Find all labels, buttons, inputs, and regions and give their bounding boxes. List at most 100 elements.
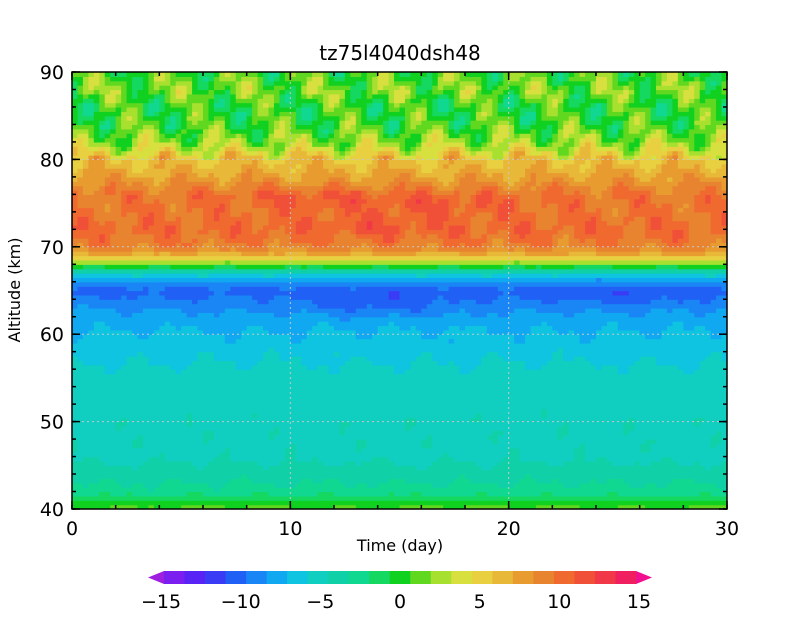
heatmap-cell — [557, 434, 564, 440]
heatmap-cell — [88, 128, 95, 134]
heatmap-cell — [312, 194, 324, 200]
heatmap-cell — [257, 80, 264, 86]
heatmap-cell — [186, 189, 199, 195]
heatmap-cell — [530, 120, 537, 126]
heatmap-cell — [437, 198, 450, 204]
heatmap-cell — [213, 238, 226, 244]
heatmap-cell — [497, 207, 515, 213]
heatmap-cell — [132, 137, 139, 143]
heatmap-cell — [448, 102, 455, 108]
heatmap-cell — [241, 146, 248, 152]
heatmap-cell — [175, 120, 182, 126]
heatmap-cell — [104, 120, 111, 126]
heatmap-cell — [148, 286, 166, 292]
heatmap-cell — [475, 299, 493, 305]
heatmap-cell — [159, 181, 171, 187]
heatmap-cell — [77, 338, 226, 344]
heatmap-cell — [399, 102, 428, 108]
heatmap-cell — [339, 430, 346, 436]
heatmap-cell — [263, 159, 286, 165]
heatmap-cell — [334, 504, 357, 509]
heatmap-cell — [541, 111, 548, 117]
heatmap-cell — [88, 133, 95, 139]
heatmap-cell — [72, 417, 122, 423]
heatmap-cell — [432, 141, 466, 147]
heatmap-cell — [72, 342, 727, 348]
heatmap-cell — [541, 85, 548, 91]
heatmap-cell — [601, 211, 613, 217]
heatmap-cell — [203, 111, 210, 117]
heatmap-cell — [585, 111, 592, 117]
heatmap-cell — [279, 211, 291, 217]
heatmap-cell — [334, 491, 390, 497]
heatmap-cell — [579, 168, 586, 174]
heatmap-cell — [268, 299, 313, 305]
heatmap-cell — [142, 168, 171, 174]
heatmap-cell — [454, 120, 466, 126]
heatmap-cell — [110, 203, 122, 209]
heatmap-cell — [459, 155, 466, 160]
heatmap-cell — [383, 128, 390, 134]
heatmap-cell — [415, 141, 422, 147]
heatmap-cell — [448, 163, 466, 169]
heatmap-cell — [443, 72, 455, 77]
heatmap-cell — [486, 312, 499, 318]
heatmap-cell — [241, 150, 248, 156]
heatmap-cell — [219, 137, 231, 143]
heatmap-cell — [197, 189, 204, 195]
heatmap-cell — [126, 211, 139, 217]
heatmap-cell — [623, 155, 635, 160]
heatmap-cell — [699, 176, 727, 182]
heatmap-cell — [355, 163, 368, 169]
heatmap-cell — [350, 198, 357, 204]
heatmap-cell — [716, 185, 723, 191]
heatmap-cell — [421, 334, 439, 340]
heatmap-cell — [72, 495, 727, 501]
heatmap-cell — [388, 102, 395, 108]
heatmap-cell — [72, 189, 79, 195]
heatmap-cell — [99, 491, 111, 497]
heatmap-cell — [557, 229, 575, 235]
heatmap-cell — [699, 421, 727, 427]
heatmap-cell — [317, 189, 324, 195]
heatmap-cell — [666, 176, 674, 182]
heatmap-cell — [295, 146, 302, 152]
heatmap-cell — [77, 443, 133, 449]
heatmap-cell — [699, 189, 717, 195]
heatmap-cell — [377, 155, 384, 160]
heatmap-cell — [159, 133, 166, 139]
heatmap-cell — [448, 233, 461, 239]
heatmap-cell — [132, 312, 188, 318]
heatmap-cell — [503, 159, 537, 165]
heatmap-cell — [104, 98, 117, 104]
heatmap-cell — [448, 181, 461, 187]
heatmap-cell — [72, 425, 117, 431]
heatmap-cell — [694, 478, 727, 484]
heatmap-cell — [465, 307, 515, 313]
heatmap-cell — [246, 146, 275, 152]
heatmap-cell — [639, 194, 646, 200]
heatmap-cell — [546, 163, 553, 169]
heatmap-cell — [481, 356, 504, 362]
heatmap-cell — [601, 207, 613, 213]
heatmap-cell — [475, 211, 493, 217]
heatmap-cell — [574, 124, 581, 130]
heatmap-cell — [82, 93, 89, 99]
heatmap-cell — [634, 176, 641, 182]
heatmap-cell — [568, 421, 624, 427]
heatmap-cell — [121, 98, 128, 104]
heatmap-cell — [492, 172, 504, 178]
heatmap-cell — [192, 106, 204, 112]
heatmap-cell — [404, 203, 450, 209]
heatmap-cell — [699, 72, 712, 77]
heatmap-cell — [448, 482, 499, 488]
heatmap-cell — [257, 98, 275, 104]
heatmap-cell — [377, 159, 390, 165]
heatmap-cell — [568, 242, 597, 248]
heatmap-cell — [164, 211, 204, 217]
heatmap-cell — [230, 93, 237, 99]
heatmap-cell — [175, 141, 182, 147]
heatmap-cell — [72, 93, 79, 99]
heatmap-cell — [481, 102, 493, 108]
